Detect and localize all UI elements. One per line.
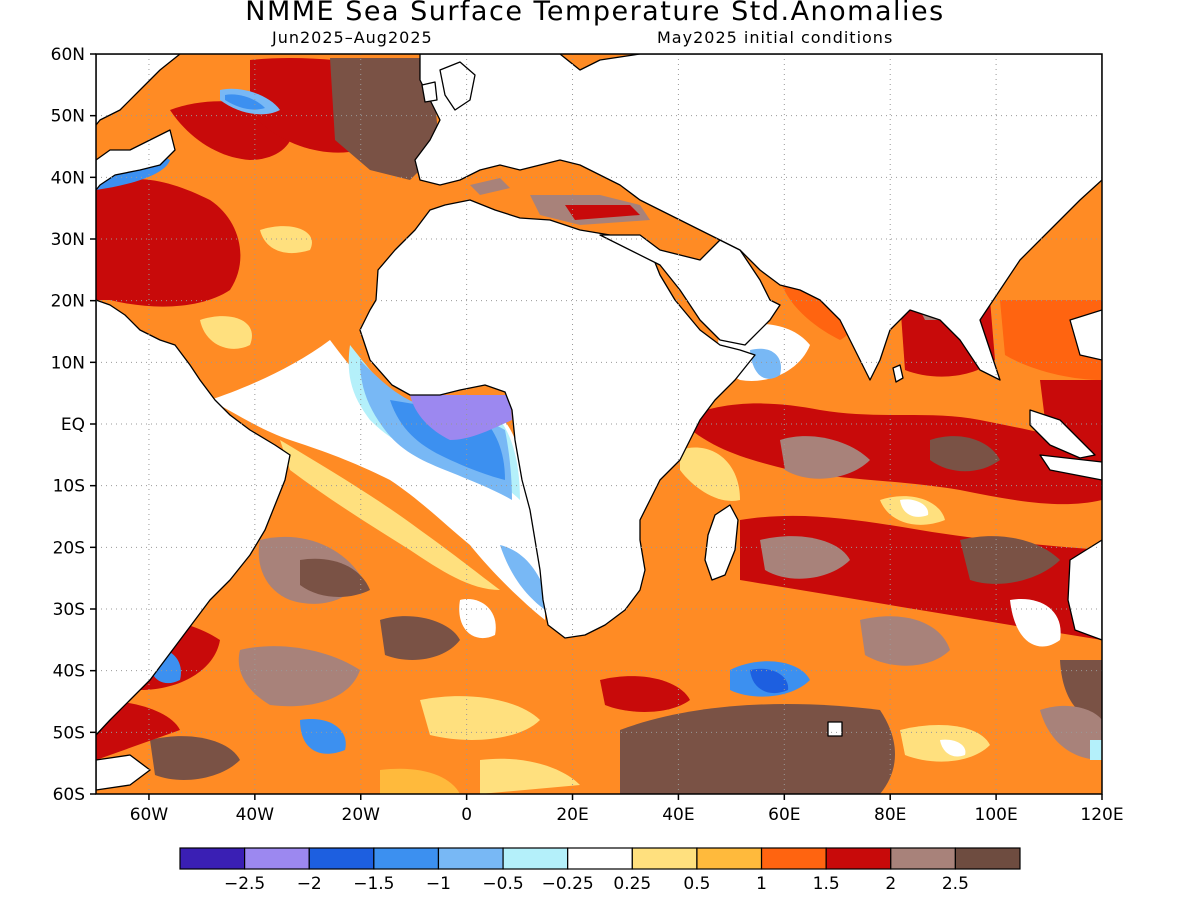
lat-tick-label: 50N: [51, 107, 85, 127]
colorbar: −2.5 −2 −1.5 −1 −0.5 −0.25 0.25 0.5 1 1.5 2 2.5: [179, 847, 1021, 894]
colorbar-swatch: [760, 847, 827, 870]
colorbar-label: −0.25: [542, 874, 594, 894]
lat-tick-label: 30S: [53, 600, 85, 620]
lat-tick-label: 20S: [53, 538, 85, 558]
lon-tick-label: 120E: [1080, 805, 1123, 825]
lat-tick-label: 30N: [51, 230, 85, 250]
colorbar-label: −1: [426, 874, 451, 894]
land-outlines: [96, 54, 1102, 791]
colorbar-swatch: [437, 847, 504, 870]
colorbar-swatch: [308, 847, 375, 870]
lat-tick-label: 20N: [51, 292, 85, 312]
longitude-axis: 60W 40W 20W 0 20E 40E 60E 80E 100E 120E: [130, 794, 1124, 825]
colorbar-label: −0.5: [482, 874, 523, 894]
lat-tick-label: 50S: [53, 723, 85, 743]
anomaly-field: [96, 54, 1102, 794]
map-title: NMME Sea Surface Temperature Std.Anomali…: [245, 0, 945, 27]
colorbar-swatch: [890, 847, 956, 870]
colorbar-label: 0.5: [683, 874, 710, 894]
graticule: [96, 54, 1102, 794]
colorbar-swatch: [244, 847, 310, 870]
colorbar-label: 1: [756, 874, 767, 894]
lon-tick-label: 80E: [874, 805, 906, 825]
colorbar-label: −1.5: [353, 874, 394, 894]
colorbar-swatch: [567, 847, 633, 870]
colorbar-swatch: [373, 847, 440, 870]
colorbar-label: −2: [297, 874, 322, 894]
lon-tick-label: 20E: [556, 805, 588, 825]
lat-tick-label: 40N: [51, 168, 85, 188]
colorbar-label: 2: [885, 874, 896, 894]
lon-tick-label: 20W: [342, 805, 381, 825]
lon-tick-label: 100E: [975, 805, 1018, 825]
lat-tick-label: 60S: [53, 785, 85, 805]
lat-tick-label: 40S: [53, 662, 85, 682]
colorbar-swatch: [631, 847, 698, 870]
latitude-axis: 60N 50N 40N 30N 20N 10N EQ 10S 20S 30S 40S 50S 60S: [51, 45, 96, 805]
colorbar-swatch: [502, 847, 569, 870]
colorbar-label: 1.5: [813, 874, 840, 894]
lat-tick-label: 10S: [53, 477, 85, 497]
lat-tick-label: EQ: [61, 415, 85, 435]
colorbar-swatch: [954, 847, 1021, 870]
colorbar-label: 2.5: [942, 874, 969, 894]
colorbar-swatch: [179, 847, 246, 870]
lon-tick-label: 60W: [130, 805, 169, 825]
lon-tick-label: 60E: [768, 805, 800, 825]
initial-conditions: May2025 initial conditions: [657, 28, 894, 47]
lon-tick-label: 0: [461, 805, 472, 825]
lat-tick-label: 10N: [51, 353, 85, 373]
colorbar-label: −2.5: [224, 874, 265, 894]
colorbar-swatch: [696, 847, 763, 870]
colorbar-label: 0.25: [613, 874, 651, 894]
lon-tick-label: 40W: [236, 805, 275, 825]
lat-tick-label: 60N: [51, 45, 85, 65]
colorbar-swatch: [825, 847, 892, 870]
forecast-period: Jun2025–Aug2025: [272, 28, 433, 47]
lon-tick-label: 40E: [662, 805, 694, 825]
